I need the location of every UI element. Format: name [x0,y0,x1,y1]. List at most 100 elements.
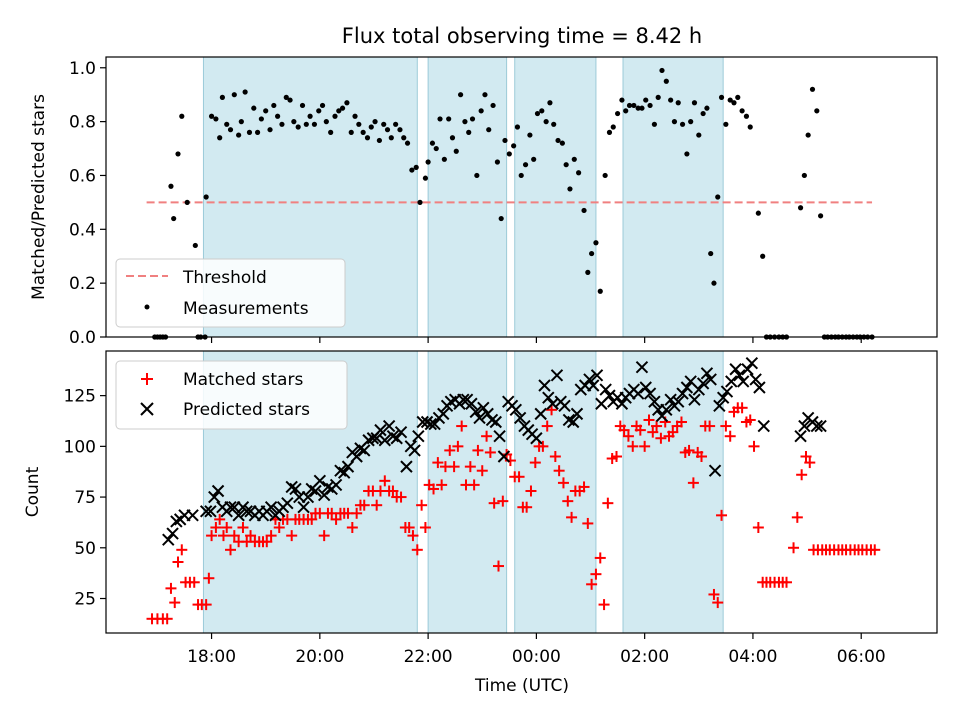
predicted-star-point [240,505,253,518]
measurement-point [809,86,816,92]
measurement-point [755,210,761,216]
predicted-star-point [428,417,441,431]
measurement-point [610,124,616,130]
top-y-tick-label: 0.2 [69,274,96,294]
matched-star-point [708,588,720,600]
measurement-point [555,137,561,144]
matched-star-point [724,430,736,442]
predicted-star-point [358,444,371,457]
predicted-star-point [337,466,351,479]
measurement-point [597,288,603,294]
measurement-point [739,108,745,114]
predicted-star-point [583,373,596,386]
measurement-point [688,119,694,125]
measurement-point [691,100,698,106]
x-tick-label: 06:00 [837,647,886,667]
matched-star-point [161,613,173,625]
predicted-star-point [493,430,506,443]
predicted-star-point [688,393,701,406]
predicted-star-point [672,395,685,408]
predicted-star-point [736,375,750,388]
matched-star-point [481,430,493,442]
matched-star-point [557,477,569,489]
measurement-point [708,250,714,257]
matched-star-point [566,511,578,523]
predicted-star-point [757,419,770,433]
measurement-point [466,129,472,135]
predicted-star-point [465,397,478,410]
measurement-point [192,242,198,249]
matched-star-point [598,599,610,611]
measurement-point [576,170,582,176]
predicted-star-point [208,490,221,504]
matched-star-point [273,522,285,534]
measurement-point [279,121,285,127]
matched-star-point [578,481,590,493]
observing-window-2 [514,56,597,338]
matched-star-point [403,522,415,534]
top-y-tick-label: 0.0 [69,328,96,348]
predicted-star-point [599,383,612,396]
measurement-point [246,129,253,135]
matched-star-point [529,457,541,469]
top-y-tick-label: 0.8 [69,113,96,133]
predicted-star-point [309,484,322,498]
matched-star-point [667,426,679,438]
measurement-point [760,253,766,259]
predicted-star-point [729,363,742,376]
matched-star-point [788,542,800,554]
predicted-star-point [603,389,616,402]
measurement-point [236,132,242,138]
measurement-point [433,145,439,152]
bottom-legend-box [115,360,348,430]
measurement-point [425,159,431,165]
matched-star-point [627,440,639,452]
top-y-axis: 0.0 0.2 0.4 0.6 0.8 1.0 [69,59,106,348]
measurement-point [581,207,587,214]
measurement-point [735,94,741,100]
predicted-star-point [733,369,746,382]
measurement-point [797,205,804,211]
top-panel: 0.0 0.2 0.4 0.6 0.8 1.0 Matched/Predicted sta… [29,56,938,348]
measurement-point [368,124,374,130]
measurement-point [307,113,313,119]
predicted-star-point [716,391,730,404]
top-y-tick-label: 0.6 [69,166,96,186]
matched-star-point [225,544,237,556]
measurement-point [478,108,484,114]
matched-star-point [553,465,565,477]
matched-star-point [472,444,484,456]
measurement-point [453,148,459,154]
matched-star-point [237,522,249,534]
measurement-point [675,100,681,106]
measurement-point [518,172,524,179]
predicted-star-point [798,419,811,433]
matched-star-point [736,402,748,414]
predicted-star-point [749,373,762,386]
measurement-point [299,102,306,109]
measurement-point [671,119,678,125]
matched-star-point [468,479,480,491]
matched-star-point [379,475,391,487]
measurement-point [531,156,537,162]
matched-star-point [203,572,215,584]
matched-star-point [521,501,533,513]
predicted-star-point [680,381,694,394]
predicted-star-point [186,509,199,522]
matched-star-point [452,440,464,452]
matched-star-point [675,416,687,428]
x-tick-label: 02:00 [620,647,669,667]
predicted-star-point [566,415,580,429]
matched-star-point [387,485,399,497]
predicted-star-point [720,385,734,398]
predicted-star-point [635,361,649,374]
matched-star-point [541,420,553,432]
measurement-point [295,124,301,130]
matched-star-point [221,522,233,534]
measurement-point [543,119,549,125]
matched-star-point [371,499,383,511]
matched-star-point [497,495,509,507]
measurement-point [474,172,480,179]
top-legend: Threshold Measurements [115,258,346,328]
predicted-star-point [424,417,438,431]
